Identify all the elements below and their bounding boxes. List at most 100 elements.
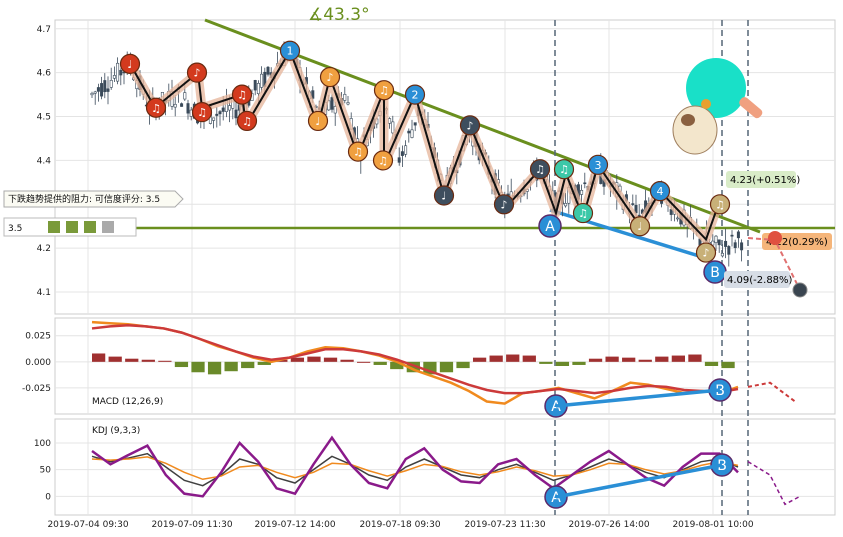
macd-histogram-bar — [439, 361, 454, 373]
candle-body — [391, 121, 395, 134]
macd-histogram-bar — [721, 361, 735, 369]
wave-marker — [231, 84, 253, 105]
macd-histogram-bar — [655, 356, 669, 362]
price-y-tick: 4.2 — [37, 244, 51, 254]
candle-body — [116, 62, 120, 82]
candle-body — [228, 105, 232, 111]
macd-histogram-bar — [92, 353, 106, 362]
annotation-box-1 — [726, 171, 796, 188]
candle-body — [400, 151, 404, 156]
wave-marker-label: ♫ — [242, 115, 252, 128]
macd-histogram-bar — [671, 355, 685, 362]
macd-series — [91, 320, 796, 405]
candle-body — [218, 111, 222, 115]
macd-histogram-bar — [456, 361, 470, 369]
wave-marker-label: ♪ — [326, 71, 333, 84]
macd-histogram-bar — [357, 361, 371, 363]
candle-body — [717, 239, 721, 246]
trend-angle-label: ∡43.3° — [308, 5, 370, 25]
rating-value: 3.5 — [8, 224, 22, 234]
wave-marker — [629, 216, 651, 237]
mascot-image — [672, 58, 763, 155]
candle-body — [260, 73, 264, 88]
annotation-2: 4.22(0.29%) — [766, 237, 828, 248]
candle-body — [580, 189, 584, 195]
wave-marker-label: ♫ — [535, 163, 545, 176]
macd-histogram-bar — [257, 361, 271, 365]
macd-histogram-bar — [622, 357, 636, 362]
wave-marker-label: ♫ — [559, 163, 569, 176]
forecast-dot-start — [768, 231, 782, 245]
ab-marker — [538, 214, 562, 238]
wave-marker-label: ♪ — [702, 247, 709, 260]
kdj-y-tick: 100 — [34, 439, 51, 449]
macd-histogram-bar — [207, 361, 222, 375]
candle-body — [234, 109, 238, 119]
price-y-tick: 4.7 — [37, 25, 51, 35]
wave-marker-label: ♫ — [715, 198, 725, 211]
wave-marker — [459, 115, 481, 136]
candle-body — [253, 80, 257, 91]
wave-marker — [119, 53, 141, 74]
wave-marker — [433, 185, 455, 206]
candle-body — [564, 203, 568, 207]
wave-marker-label: 4 — [657, 185, 664, 198]
macd-line-dea — [91, 324, 739, 395]
resistance-text: 下跌趋势提供的阻力: 可信度评分: 3.5 — [8, 193, 160, 205]
wave-marker-label: ♪ — [466, 119, 473, 132]
ab-marker-label: B — [710, 265, 720, 281]
price-y-tick: 4.6 — [37, 69, 52, 79]
candle-body — [93, 91, 97, 94]
macd-histogram-bar — [588, 358, 603, 362]
macd-histogram-bar — [572, 361, 586, 365]
wave-marker-label: 1 — [287, 45, 294, 58]
wave-marker — [319, 66, 341, 88]
candle-body — [343, 93, 347, 101]
candle-body — [103, 80, 107, 93]
macd-histogram-bar — [522, 355, 536, 362]
macd-label: MACD (12,26,9) — [92, 397, 163, 407]
wave-marker-label: ♩ — [127, 58, 132, 71]
kdj-divergence-line — [555, 463, 723, 499]
candle-body — [404, 145, 408, 155]
macd-histogram-bar — [472, 357, 487, 362]
macd-histogram-bar — [191, 361, 205, 373]
candle-body — [413, 122, 417, 126]
candle-body — [346, 102, 350, 105]
wave-marker-label: ♪ — [193, 67, 200, 80]
candle-body — [311, 90, 315, 99]
wave-marker — [709, 194, 731, 215]
macd-histogram-bar — [108, 356, 122, 362]
x-tick: 2019-07-26 14:00 — [568, 520, 649, 530]
candle-body — [106, 88, 110, 92]
x-tick: 2019-07-04 09:30 — [47, 520, 128, 530]
macd-y-tick: 0.000 — [25, 358, 51, 368]
macd-histogram-bar — [241, 361, 255, 369]
candle-body — [212, 117, 216, 121]
macd-histogram-bar — [688, 354, 702, 362]
macd-y-tick: 0.025 — [25, 332, 51, 342]
wave-marker-label: ♫ — [151, 102, 161, 115]
candle-body — [330, 97, 334, 110]
macd-histogram-bar — [506, 354, 520, 362]
candle-body — [90, 92, 94, 96]
x-tick-labels: 2019-07-04 09:30 2019-07-09 11:30 2019-07-… — [47, 520, 753, 530]
kdj-y-tick: 0 — [45, 492, 51, 502]
wave-marker — [372, 150, 394, 171]
candle-body — [407, 130, 411, 134]
ab-marker-label: A — [545, 219, 555, 235]
kdj-label: KDJ (9,3,3) — [92, 426, 140, 436]
x-tick: 2019-07-12 14:00 — [254, 520, 335, 530]
candle-body — [266, 66, 270, 75]
wave-marker-label: ♪ — [500, 198, 507, 211]
x-tick: 2019-07-18 09:30 — [359, 520, 440, 530]
candle-body — [720, 252, 724, 257]
wave-marker-label: 2 — [412, 89, 419, 102]
candle-body — [388, 118, 392, 124]
wave-marker-label: ♫ — [578, 207, 588, 220]
wave-marker-label: ♩ — [637, 220, 642, 233]
wave-marker-label: ♫ — [237, 89, 247, 102]
macd-histogram-bar — [174, 361, 189, 368]
wave-marker-label: ♫ — [353, 146, 363, 159]
